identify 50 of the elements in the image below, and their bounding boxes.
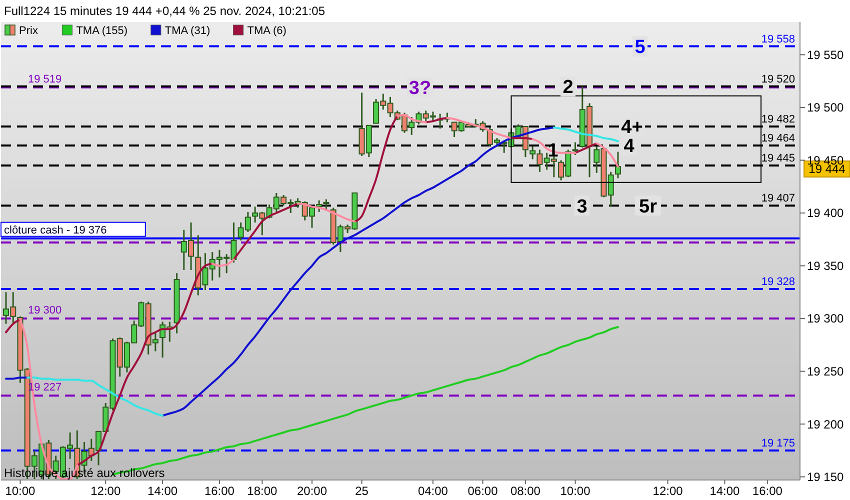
x-tick-label: 20:00	[296, 484, 328, 498]
x-tick-label: 08:00	[510, 484, 541, 498]
ref-line-label: 19 445	[761, 152, 795, 165]
x-tick-label: 12:00	[90, 484, 121, 498]
annotation: 4	[624, 136, 635, 158]
candlestick	[316, 200, 322, 213]
x-tick-label: 25	[355, 484, 369, 498]
ref-line-label: 19 328	[761, 276, 795, 288]
y-tick-label: 19 250	[807, 364, 844, 379]
ref-line-label: 19 520	[761, 73, 795, 86]
y-tick-label: 19 150	[807, 470, 844, 484]
legend-label: TMA (31)	[164, 25, 210, 37]
x-tick-label: 04:00	[418, 484, 448, 498]
x-tick-label: 14:00	[148, 484, 178, 498]
annotation: 2	[562, 77, 574, 98]
y-tick-label: 19 350	[807, 258, 844, 273]
x-tick-label: 06:00	[468, 484, 498, 498]
x-tick-label: 12:00	[652, 484, 684, 498]
ref-line-label: 19 464	[761, 132, 795, 144]
candlestick	[614, 151, 621, 179]
x-tick-label: 16:00	[204, 484, 235, 498]
annotation: 5r	[639, 196, 658, 218]
x-tick-label: 16:00	[752, 484, 783, 498]
annotation: 4+	[621, 117, 643, 138]
x-tick-label: 10:00	[5, 484, 36, 498]
x-tick-label: 18:00	[247, 484, 278, 498]
annotation: 5	[634, 36, 646, 58]
y-tick-label: 19 300	[807, 312, 844, 326]
legend-label: TMA (6)	[247, 25, 286, 37]
x-tick-label: 10:00	[560, 484, 591, 498]
ref-line-label: 19 558	[761, 33, 795, 46]
y-tick-label: 19 500	[807, 100, 844, 115]
y-tick-label: 19 400	[807, 206, 844, 220]
ref-line-label: 19 300	[28, 304, 62, 317]
chart-title: Full1224 15 minutes 19 444 +0,44 % 25 nov. 2024, 10:21:05	[4, 4, 326, 18]
annotation: 3?	[408, 78, 432, 100]
legend-label: Prix	[19, 25, 38, 37]
x-tick-label: 14:00	[710, 484, 740, 498]
ref-line-label: 19 519	[28, 73, 62, 86]
ref-line-label: clôture cash - 19 376	[4, 224, 107, 236]
annotation: 3	[576, 196, 588, 218]
ref-line-label: 19 175	[761, 437, 795, 450]
legend-label: TMA (155)	[76, 25, 128, 37]
label-box: clôture cash - 19 376	[0, 222, 146, 237]
candlestick	[323, 198, 330, 212]
y-tick-label: 19 200	[807, 417, 844, 432]
ref-line-label: 19 407	[761, 192, 795, 205]
candlestick	[572, 142, 578, 156]
ref-line-label: 19 482	[761, 113, 795, 126]
y-tick-label: 19 550	[807, 48, 844, 62]
